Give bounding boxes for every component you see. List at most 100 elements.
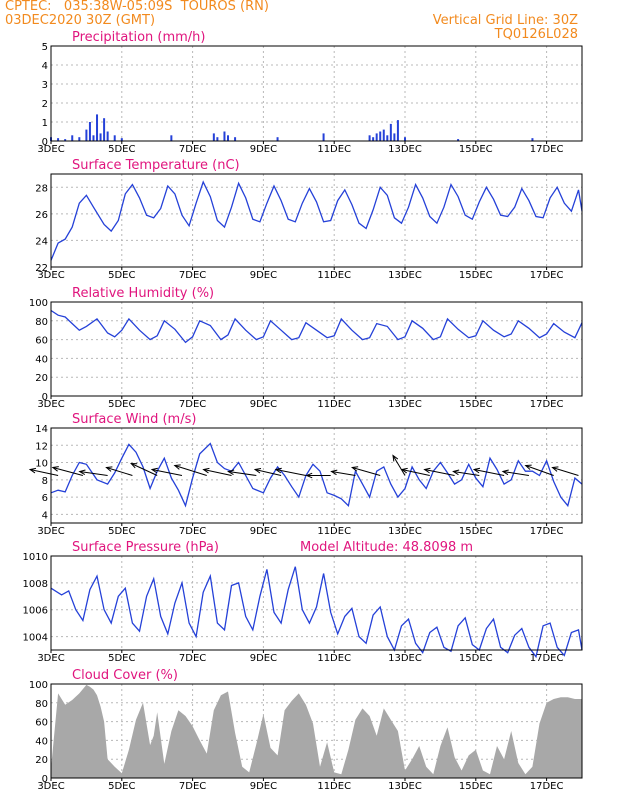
x-tick-label: 7DEC	[179, 781, 206, 792]
panel-subtitle: Model Altitude: 48.8098 m	[300, 540, 473, 555]
panel-title: Surface Temperature (nC)	[72, 158, 240, 173]
precip-bar	[276, 137, 279, 141]
precip-bar	[372, 137, 375, 141]
wind-arrow-head	[274, 467, 282, 474]
y-tick-label: 28	[35, 183, 48, 194]
x-tick-label: 7DEC	[179, 526, 206, 537]
wind-arrow-head	[51, 466, 59, 472]
x-tick-label: 7DEC	[179, 144, 206, 155]
x-tick-label: 11DEC	[317, 653, 351, 664]
wind-arrow	[552, 467, 579, 476]
x-tick-label: 3DEC	[37, 526, 64, 537]
wind-arrow	[151, 469, 183, 476]
x-tick-label: 15DEC	[459, 653, 493, 664]
wind-arrow-head	[501, 469, 509, 476]
x-tick-label: 5DEC	[108, 526, 135, 537]
y-tick-label: 0	[42, 392, 48, 403]
header-grid-note: Vertical Grid Line: 30Z	[432, 13, 578, 28]
panel-title: Precipitation (mm/h)	[72, 30, 205, 45]
x-tick-label: 11DEC	[317, 270, 351, 281]
x-tick-label: 13DEC	[388, 781, 422, 792]
header-location: CPTEC: 035:38W-05:09S TOUROS (RN)	[5, 0, 269, 14]
series-line-wind	[50, 442, 583, 508]
y-tick-label: 40	[35, 354, 48, 365]
x-tick-label: 7DEC	[179, 270, 206, 281]
wind-arrow-head	[350, 466, 359, 472]
x-tick-label: 7DEC	[179, 653, 206, 664]
panel-title: Cloud Cover (%)	[72, 668, 178, 683]
y-tick-label: 80	[35, 699, 48, 710]
panel-precip: 0 1 2 3 4 5 3DEC 5DEC 7DEC 9DEC 11DEC 13DEC 15DEC 17D…	[37, 30, 583, 155]
precip-bar	[78, 137, 81, 141]
wind-arrow-head	[202, 467, 210, 474]
x-tick-label: 5DEC	[108, 399, 135, 410]
x-tick-label: 11DEC	[317, 526, 351, 537]
precip-bar	[71, 135, 74, 141]
precip-bar	[457, 139, 460, 141]
x-tick-label: 9DEC	[250, 399, 277, 410]
wind-arrow	[254, 469, 282, 476]
wind-arrow	[203, 469, 232, 476]
x-tick-label: 13DEC	[388, 399, 422, 410]
wind-arrow	[331, 471, 356, 476]
series-line-pressure	[50, 566, 583, 659]
x-tick-label: 9DEC	[250, 653, 277, 664]
x-tick-label: 3DEC	[37, 653, 64, 664]
panel-frame	[50, 173, 583, 268]
x-tick-label: 5DEC	[108, 270, 135, 281]
x-tick-label: 17DEC	[530, 270, 564, 281]
precip-bar	[393, 133, 396, 141]
x-tick-label: 13DEC	[388, 526, 422, 537]
y-tick-label: 0	[42, 774, 48, 785]
x-tick-label: 17DEC	[530, 526, 564, 537]
y-tick-label: 22	[35, 263, 48, 274]
panel-frame	[50, 45, 583, 142]
wind-arrow-head	[253, 467, 262, 474]
x-tick-label: 5DEC	[108, 144, 135, 155]
wind-arrow-head	[400, 467, 408, 474]
precip-bar	[106, 131, 109, 141]
wind-arrow-head	[330, 469, 338, 476]
x-tick-label: 17DEC	[530, 653, 564, 664]
panel-cloud: 0 20 40 60 80 100 3DEC 5DEC 7DEC 9DEC 11DEC 13DEC 15…	[29, 668, 583, 792]
x-tick-label: 15DEC	[459, 526, 493, 537]
precip-bar	[216, 137, 219, 141]
wind-arrow	[52, 467, 83, 476]
precip-bar	[368, 135, 371, 141]
wind-arrow-head	[130, 462, 138, 469]
wind-arrow-head	[452, 469, 460, 476]
y-tick-label: 1004	[23, 633, 48, 644]
precip-bar	[382, 129, 385, 141]
x-tick-label: 11DEC	[317, 144, 351, 155]
panel-frame	[50, 555, 583, 651]
y-tick-label: 4	[42, 61, 48, 72]
wind-arrow	[401, 469, 430, 476]
y-tick-label: 0	[42, 137, 48, 148]
x-tick-label: 13DEC	[388, 144, 422, 155]
cloud-area	[51, 684, 582, 778]
series-line-rh	[50, 309, 583, 344]
wind-arrow-head	[78, 469, 86, 476]
header-code: TQ0126L028	[494, 27, 578, 42]
wind-arrow-head	[423, 467, 431, 474]
wind-arrow	[352, 467, 381, 476]
panel-frame	[50, 683, 583, 779]
y-tick-label: 3	[42, 80, 48, 91]
x-tick-label: 3DEC	[37, 270, 64, 281]
wind-arrow-head	[392, 454, 399, 462]
x-tick-label: 7DEC	[179, 399, 206, 410]
precip-bar	[120, 138, 123, 141]
precip-bar	[234, 137, 237, 141]
x-tick-label: 15DEC	[459, 781, 493, 792]
precip-bar	[386, 135, 389, 141]
precip-bar	[103, 118, 106, 141]
wind-arrow	[79, 471, 108, 476]
wind-arrow	[453, 471, 480, 476]
wind-arrow-head	[227, 469, 235, 476]
wind-arrow-head	[472, 467, 481, 474]
panel-frame	[50, 301, 583, 397]
x-tick-label: 9DEC	[250, 144, 277, 155]
wind-arrow-head	[524, 464, 532, 470]
